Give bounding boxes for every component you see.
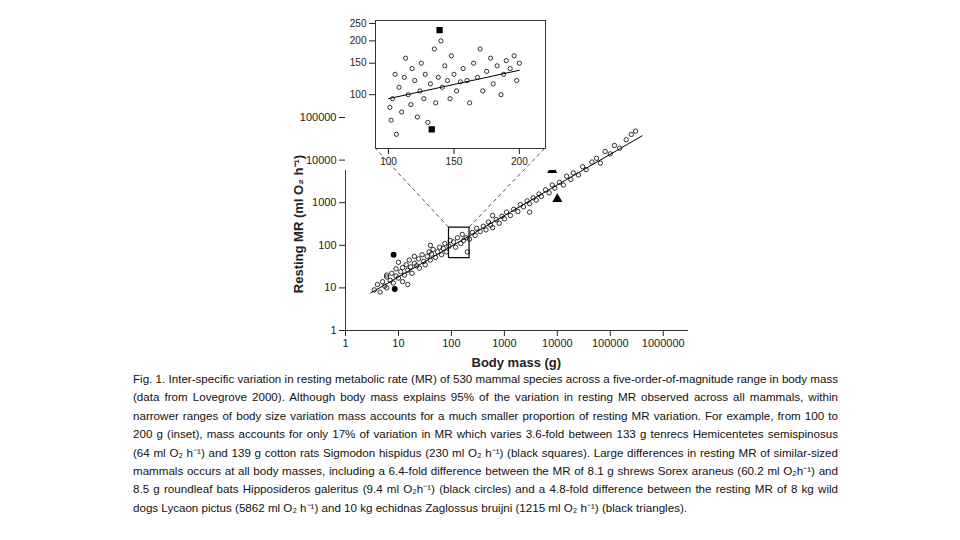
- svg-text:200: 200: [350, 35, 367, 46]
- svg-text:1: 1: [342, 337, 348, 349]
- svg-text:200: 200: [511, 156, 528, 167]
- svg-text:100: 100: [442, 337, 460, 349]
- svg-text:1000: 1000: [492, 337, 516, 349]
- svg-text:10000: 10000: [542, 337, 573, 349]
- svg-text:250: 250: [350, 18, 367, 29]
- svg-text:1000: 1000: [312, 196, 336, 208]
- svg-text:10: 10: [324, 281, 336, 293]
- svg-text:100: 100: [350, 89, 367, 100]
- svg-text:100000: 100000: [300, 111, 337, 123]
- html-text:Body mass (g): Body mass (g): [471, 355, 562, 370]
- svg-text:1000000: 1000000: [642, 337, 685, 349]
- svg-text:10000: 10000: [306, 154, 337, 166]
- svg-text:150: 150: [446, 156, 463, 167]
- html-text:Fig. 1. Inter-specific variati: Fig. 1. Inter-specific variation in rest…: [133, 372, 838, 514]
- html-text:Resting MR (ml O₂ h⁻¹): Resting MR (ml O₂ h⁻¹): [291, 154, 307, 293]
- svg-text:100: 100: [318, 239, 336, 251]
- svg-text:1: 1: [330, 324, 336, 336]
- svg-text:10: 10: [392, 337, 404, 349]
- svg-text:100: 100: [380, 156, 397, 167]
- svg-text:100000: 100000: [592, 337, 629, 349]
- svg-text:150: 150: [350, 57, 367, 68]
